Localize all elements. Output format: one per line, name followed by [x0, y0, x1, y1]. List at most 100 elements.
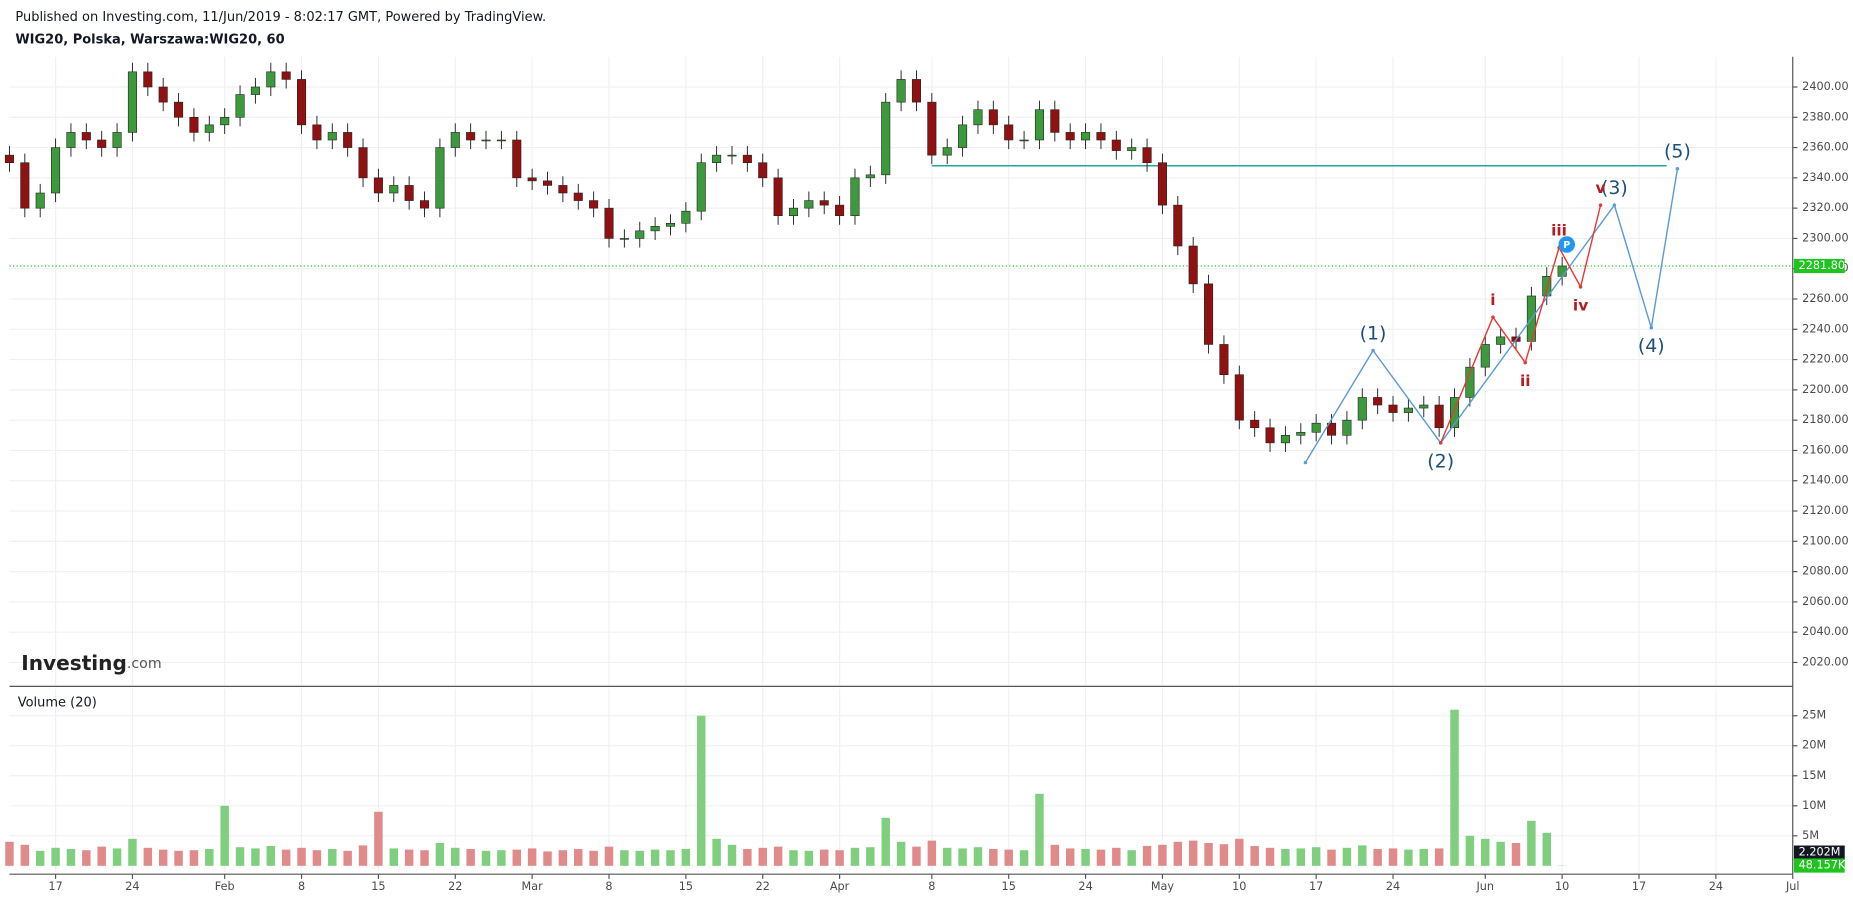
wave-label: (3) [1601, 177, 1628, 199]
y-tick-label: 2180.00 [1802, 413, 1848, 426]
volume-bar [1250, 846, 1259, 866]
volume-bar [420, 850, 429, 866]
candle-body [51, 147, 61, 194]
candle-body [681, 210, 691, 224]
volume-bar [512, 849, 521, 866]
volume-bar [389, 848, 399, 866]
candle-body [20, 162, 30, 209]
candle-body [1034, 109, 1044, 141]
candle-body [835, 204, 845, 217]
candle-body [358, 147, 368, 179]
candle-body [1219, 344, 1229, 376]
candle-body [420, 200, 430, 209]
volume-bar [266, 846, 276, 866]
volume-bar [989, 849, 998, 866]
volume-bar [281, 849, 291, 866]
volume-bar [1096, 849, 1106, 866]
candle-body [1557, 265, 1567, 277]
volume-bar [666, 850, 675, 866]
flag-icon [1558, 236, 1576, 253]
volume-bar [251, 848, 260, 866]
volume-bar [205, 849, 214, 866]
candle-body [1419, 404, 1429, 409]
x-tick-label: Jun [1476, 880, 1495, 893]
candle-body [66, 132, 76, 148]
candle-body [788, 207, 799, 217]
candle-body [435, 147, 445, 209]
candle-body [1296, 431, 1306, 436]
candle-body [1496, 336, 1506, 345]
candle-body [343, 132, 353, 148]
candle-body [1434, 404, 1444, 429]
volume-bar [1142, 846, 1152, 866]
flag-label: P [1563, 240, 1570, 251]
x-tick-label: Apr [830, 880, 850, 893]
symbol-title: WIG20, Polska, Warszawa:WIG20, 60 [15, 33, 284, 48]
candle-body [189, 116, 199, 133]
volume-bar [1265, 847, 1275, 866]
y2-tick-label: 5M [1802, 829, 1819, 842]
candle-body [1542, 275, 1552, 297]
wave-point [1523, 360, 1528, 365]
wave-point [1371, 348, 1375, 353]
y-tick-label: 2120.00 [1802, 504, 1848, 517]
y-tick-label: 2320.00 [1802, 201, 1848, 214]
candle-body [819, 200, 829, 206]
candle-body [589, 200, 599, 209]
wave-line [1440, 204, 1602, 444]
candle-body [1403, 407, 1413, 413]
volume-bar [1481, 838, 1490, 866]
y2-tick-label: 10M [1802, 799, 1826, 812]
volume-bar [435, 843, 445, 866]
volume-bar [1511, 843, 1521, 866]
candle-body [158, 86, 168, 103]
volume-bar [1342, 847, 1352, 866]
candle-body [404, 185, 414, 201]
volume-bar [1281, 849, 1290, 866]
axis-value-label: 48.157K [1799, 859, 1846, 872]
candle-body [235, 94, 245, 118]
logo: Investing.com [21, 650, 161, 674]
wave-point [1303, 460, 1308, 465]
candle-body [143, 71, 153, 88]
axis-value-label: 2281.80 [1799, 259, 1845, 272]
volume-bar [804, 850, 814, 866]
candle-body [204, 124, 214, 133]
candle-body [266, 71, 276, 88]
y-tick-label: 2220.00 [1802, 353, 1848, 366]
volume-bar [850, 847, 860, 866]
candle-body [174, 101, 184, 118]
axis-value-box [1793, 845, 1845, 860]
volume-bar [1296, 848, 1306, 866]
volume-bar [1004, 849, 1013, 866]
candle-body [1096, 132, 1106, 141]
candle-body [988, 109, 998, 126]
candle-body [312, 124, 322, 141]
wave-point [1675, 166, 1680, 171]
volume-bar [35, 850, 45, 866]
candle-body [958, 124, 968, 148]
candle-body [927, 101, 937, 156]
wave-label: v [1596, 179, 1606, 197]
candle-body [558, 185, 568, 194]
y2-tick-label: 15M [1802, 769, 1826, 782]
candle-body [327, 132, 337, 141]
x-tick-label: 24 [1078, 880, 1092, 893]
volume-bar [343, 850, 352, 866]
volume-bar [958, 848, 967, 866]
x-tick-label: Mar [522, 880, 544, 893]
candle-body [220, 116, 230, 126]
candle-body [466, 132, 476, 141]
volume-bar [51, 847, 60, 866]
volume-bar [527, 848, 537, 866]
volume-bar [1127, 850, 1136, 866]
volume-bar [1465, 835, 1475, 866]
wave-label: (5) [1664, 141, 1691, 163]
candle-body [1004, 124, 1014, 141]
wave-label: (1) [1360, 322, 1387, 344]
volume-bar [1173, 841, 1183, 866]
volume-bar [650, 849, 660, 866]
volume-bar [881, 817, 890, 866]
candle-body [573, 192, 583, 201]
